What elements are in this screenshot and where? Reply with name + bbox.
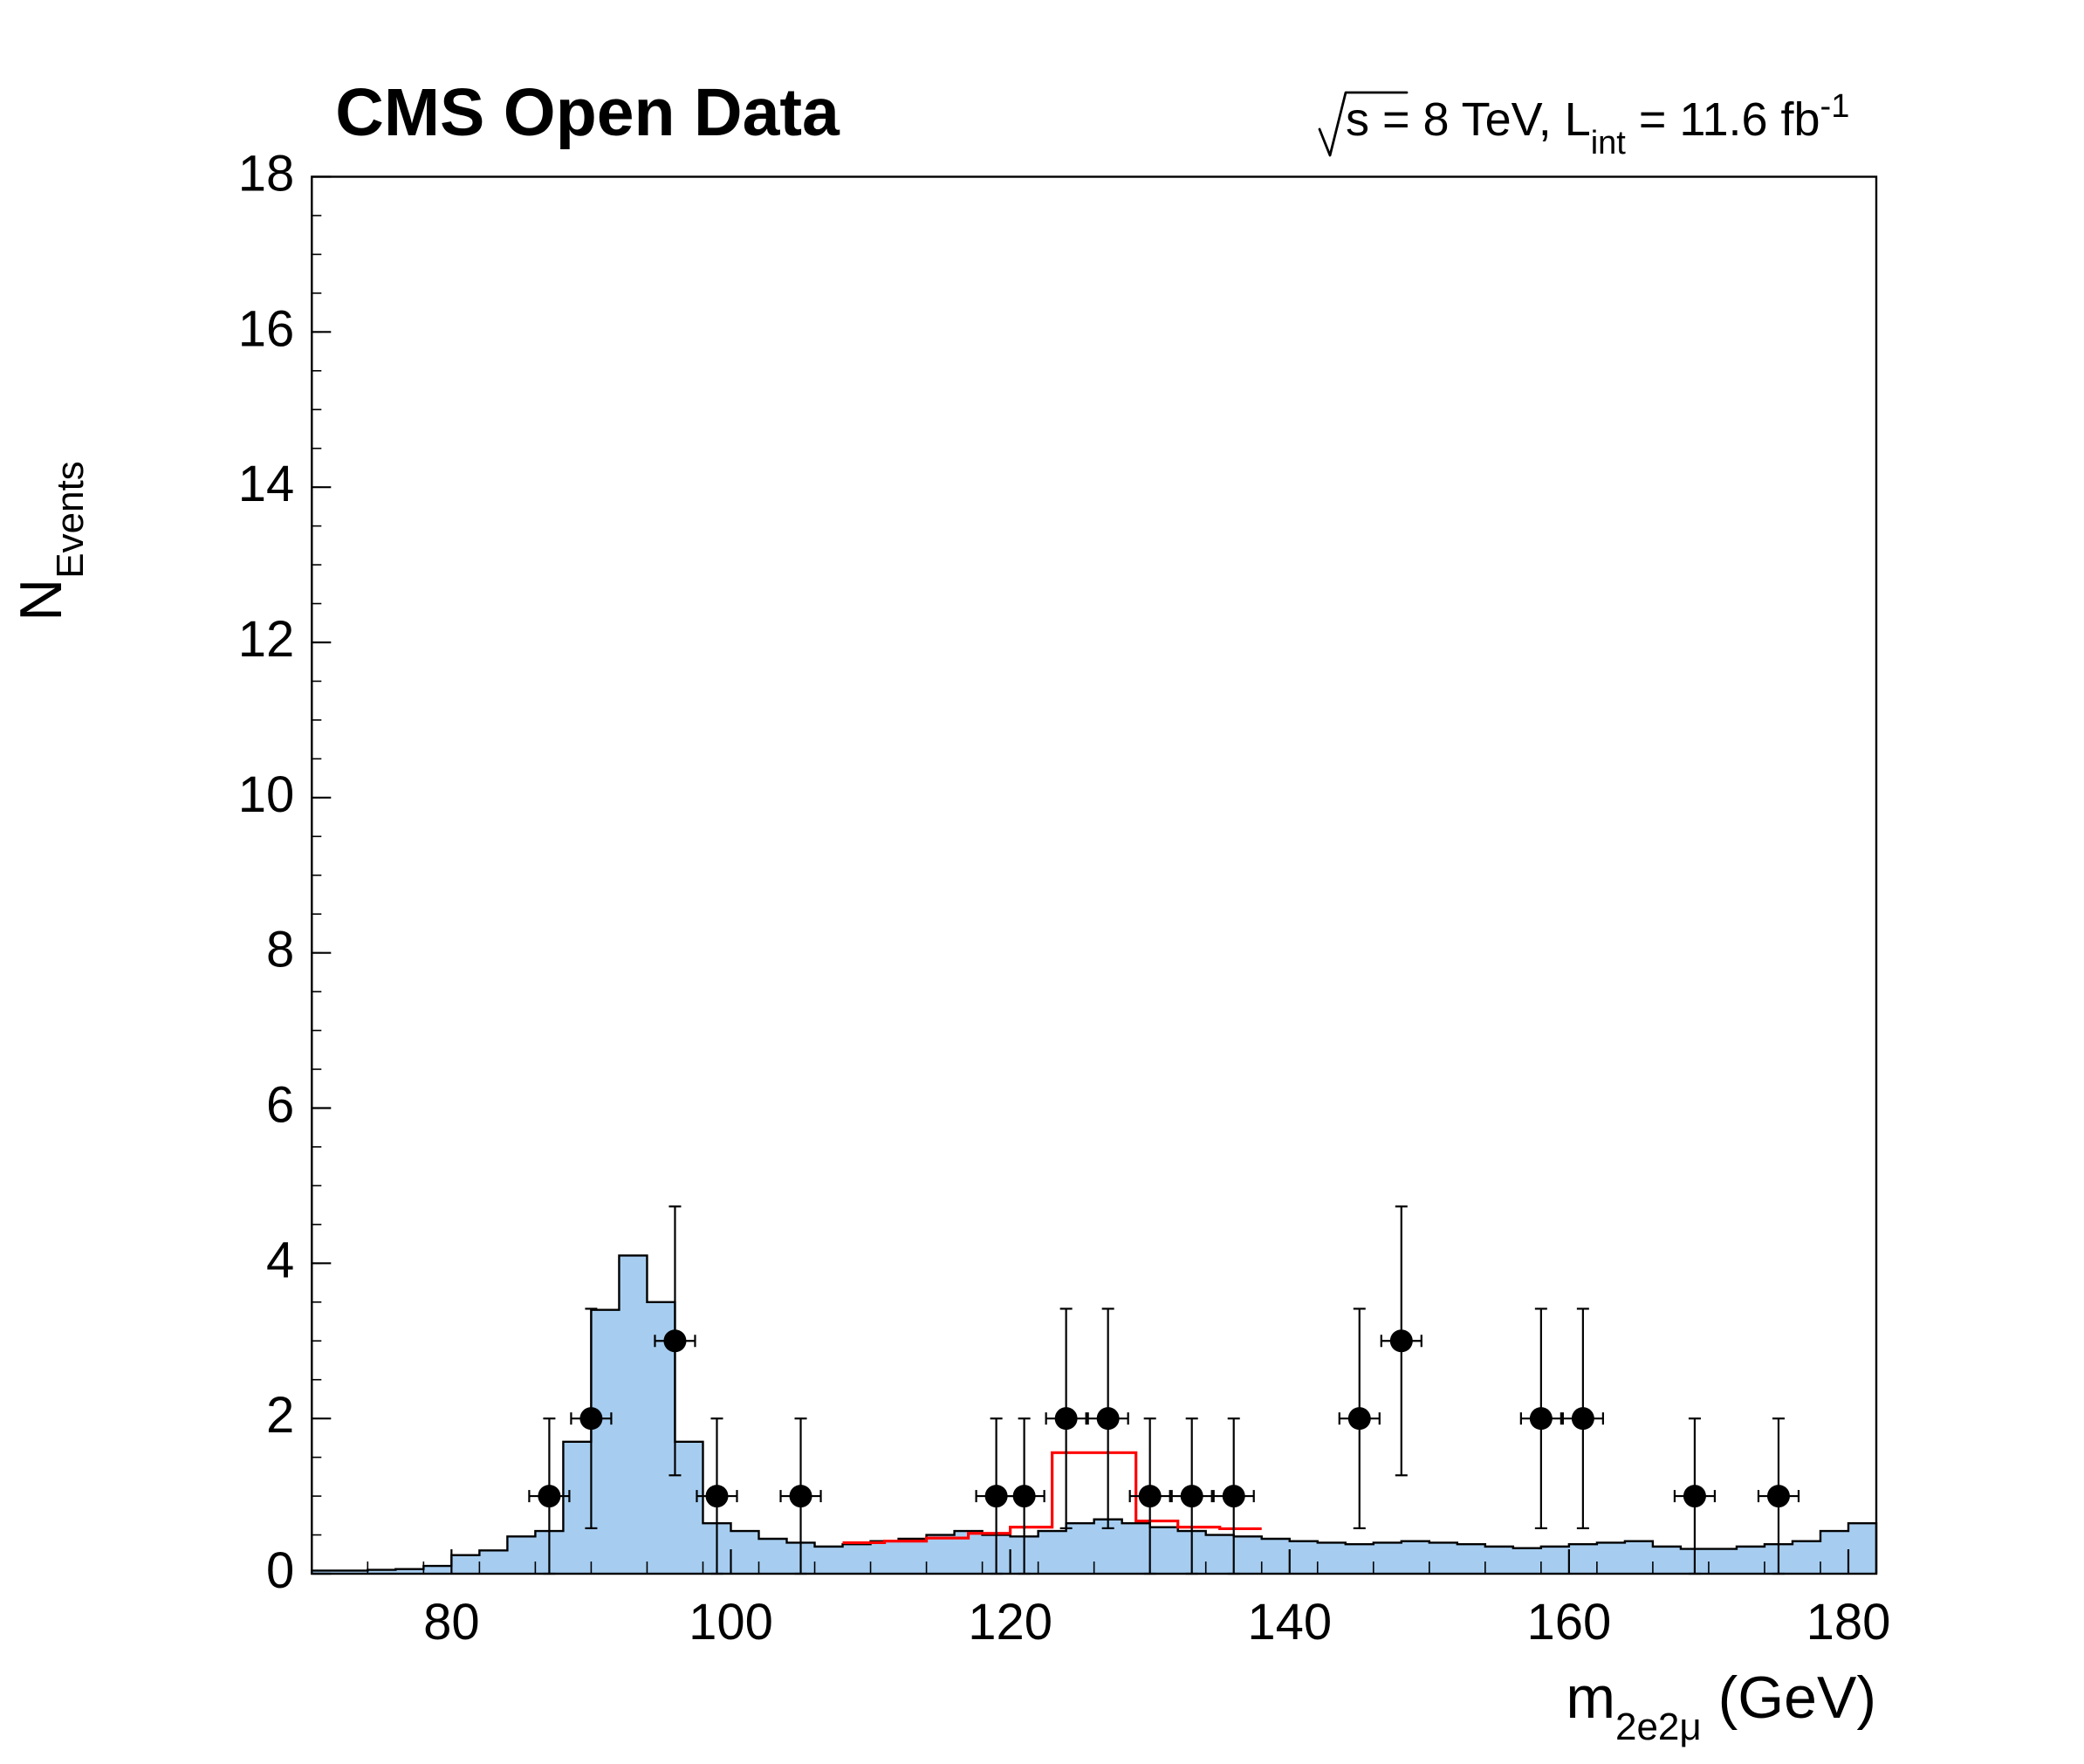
- svg-text:100: 100: [689, 1594, 773, 1651]
- svg-text:14: 14: [238, 456, 295, 512]
- svg-text:180: 180: [1806, 1594, 1891, 1651]
- svg-text:80: 80: [423, 1594, 480, 1651]
- svg-text:4: 4: [266, 1232, 294, 1288]
- svg-text:16: 16: [238, 300, 295, 357]
- svg-text:10: 10: [238, 766, 295, 823]
- svg-text:160: 160: [1526, 1594, 1611, 1651]
- svg-text:140: 140: [1247, 1594, 1332, 1651]
- svg-text:CMS Open Data: CMS Open Data: [335, 75, 840, 150]
- svg-text:8: 8: [266, 922, 294, 978]
- svg-text:6: 6: [266, 1077, 294, 1134]
- svg-text:0: 0: [266, 1542, 294, 1599]
- svg-text:18: 18: [238, 146, 295, 202]
- svg-text:2: 2: [266, 1387, 294, 1444]
- svg-text:120: 120: [968, 1594, 1052, 1651]
- svg-text:12: 12: [238, 611, 295, 668]
